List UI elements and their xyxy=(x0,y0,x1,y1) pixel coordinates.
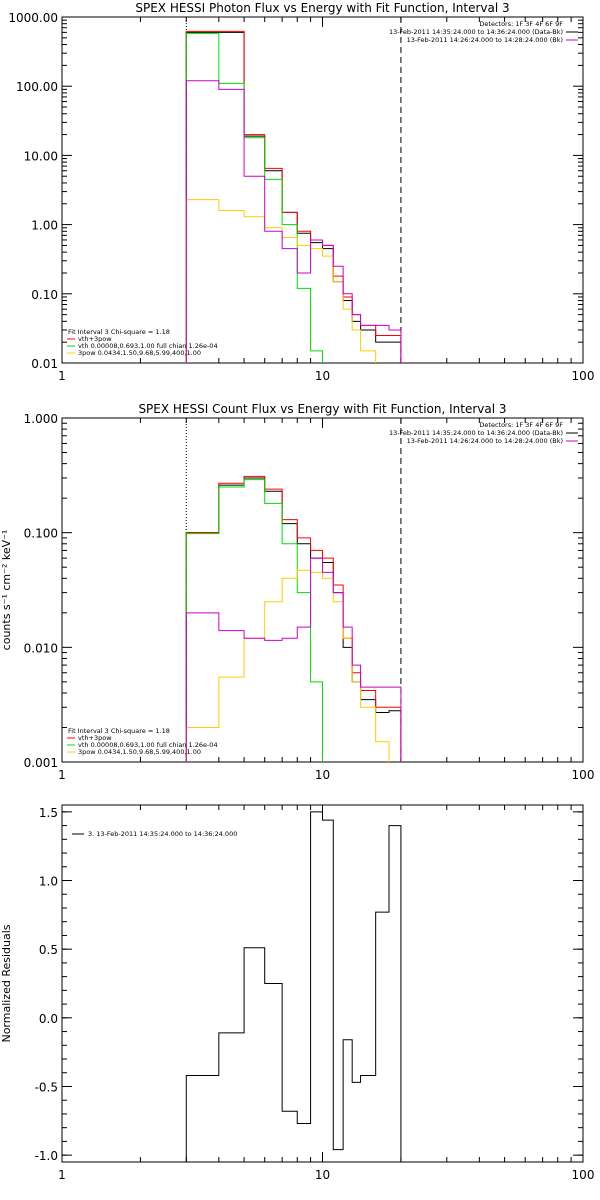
series-group xyxy=(185,475,402,762)
data-series-3 xyxy=(185,32,402,363)
x-tick-label: 100 xyxy=(572,768,595,782)
chart-panel-2: SPEX HESSI Count Flux vs Energy with Fit… xyxy=(0,402,595,782)
y-tick-label: 1.000 xyxy=(24,412,58,426)
data-series-1 xyxy=(185,811,402,1162)
legend-top-right-text: 13-Feb-2011 14:35:24.000 to 14:36:24.000… xyxy=(389,429,563,437)
data-series-5 xyxy=(185,80,402,363)
series-group xyxy=(185,30,402,363)
plot-frame xyxy=(61,804,584,1163)
series-group xyxy=(185,811,402,1162)
legend-bottom-left-text: Fit Interval 3 Chi-square = 1.18 xyxy=(68,727,170,735)
x-tick-label: 10 xyxy=(315,369,330,383)
y-tick-label: -0.5 xyxy=(35,1080,58,1094)
x-tick-label: 1 xyxy=(58,369,66,383)
chart-panel-3: 1 10 100 -1.0 -0.5 0.0 0.5 1.0 1.5 Normalized Res… xyxy=(0,804,595,1182)
y-tick-label: 0.0 xyxy=(39,1012,58,1026)
x-tick-label: 10 xyxy=(315,1168,330,1182)
legend-top-right-text: 13-Feb-2011 14:35:24.000 to 14:36:24.000… xyxy=(389,28,563,36)
y-tick-label: 0.01 xyxy=(31,357,58,371)
y-axis-label: counts s⁻¹ cm⁻² keV⁻¹ xyxy=(0,530,13,651)
x-tick-label: 10 xyxy=(315,768,330,782)
legend-bottom-left-text: 3pow 0.0434,1.50,9.68,5.99,400,1.00 xyxy=(78,748,201,756)
legend-top-left-text: 3. 13-Feb-2011 14:35:24.000 to 14:36:24.… xyxy=(88,830,237,838)
legend-top-right-text: Detectors: 1F 3F 4F 6F 9F xyxy=(479,20,563,28)
data-series-2 xyxy=(185,475,402,762)
legend-top-right-text: Detectors: 1F 3F 4F 6F 9F xyxy=(479,421,563,429)
x-tick-label: 100 xyxy=(572,1168,595,1182)
legend-bottom-left-text: vth 0.00008,0.693,1.00 full chian 1.26e-… xyxy=(78,342,218,350)
legend-top-right-text: 13-Feb-2011 14:26:24.000 to 14:28:24.000… xyxy=(407,437,563,445)
y-tick-label: 0.5 xyxy=(39,943,58,957)
legend-bottom-left-text: vth+3pow xyxy=(78,734,112,742)
x-tick-label: 100 xyxy=(572,369,595,383)
chart-title: SPEX HESSI Count Flux vs Energy with Fit… xyxy=(138,402,506,416)
data-series-4 xyxy=(185,199,402,363)
x-tick-label: 1 xyxy=(58,768,66,782)
legend-bottom-left-text: Fit Interval 3 Chi-square = 1.18 xyxy=(68,328,170,336)
chart-panel-1: SPEX HESSI Photon Flux vs Energy with Fi… xyxy=(8,1,595,383)
y-tick-label: -1.0 xyxy=(35,1149,58,1163)
y-tick-label: 1.0 xyxy=(39,875,58,889)
plot-frame xyxy=(61,16,584,364)
x-tick-label: 1 xyxy=(58,1168,66,1182)
y-axis-label: Normalized Residuals xyxy=(0,924,13,1042)
y-tick-label: 1.5 xyxy=(39,806,58,820)
legend-bottom-left-text: vth+3pow xyxy=(78,335,112,343)
y-tick-label: 0.010 xyxy=(24,641,58,655)
data-series-4 xyxy=(185,569,402,762)
y-tick-label: 0.001 xyxy=(24,756,58,770)
legend-bottom-left-text: vth 0.00008,0.693,1.00 full chian 1.26e-… xyxy=(78,741,218,749)
chart-title: SPEX HESSI Photon Flux vs Energy with Fi… xyxy=(135,1,509,15)
data-series-5 xyxy=(185,557,402,762)
legend-bottom-left-text: 3pow 0.0434,1.50,9.68,5.99,400,1.00 xyxy=(78,349,201,357)
y-tick-label: 100.00 xyxy=(16,80,58,94)
y-tick-label: 0.10 xyxy=(31,288,58,302)
y-tick-label: 1.00 xyxy=(31,219,58,233)
y-tick-label: 10.00 xyxy=(24,149,58,163)
legend-top-right-text: 13-Feb-2011 14:26:24.000 to 14:28:24.000… xyxy=(407,36,563,44)
y-tick-label: 1000.00 xyxy=(8,11,58,25)
y-tick-label: 0.100 xyxy=(24,527,58,541)
